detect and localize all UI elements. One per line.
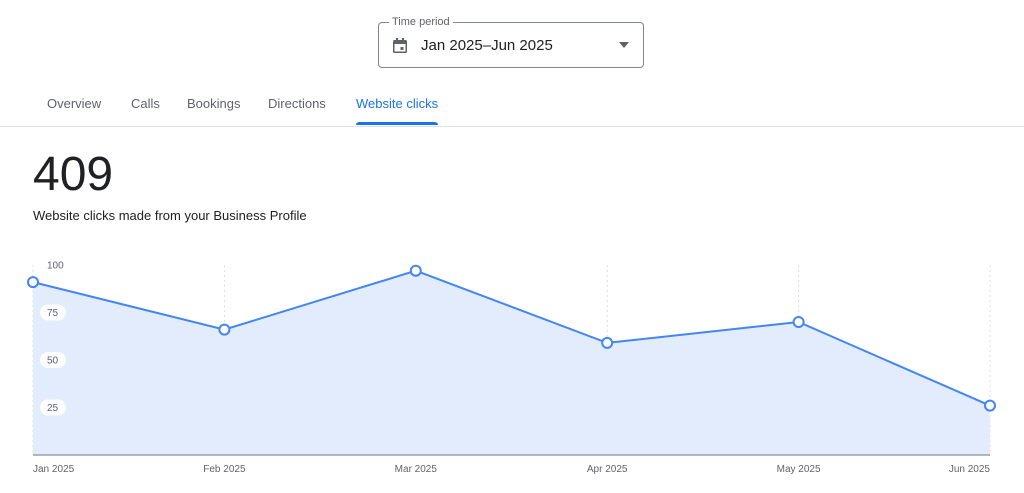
data-point xyxy=(218,323,231,336)
y-tick-background xyxy=(40,304,66,321)
tab-calls[interactable]: Calls xyxy=(131,96,160,111)
tab-bar: Overview Calls Bookings Directions Websi… xyxy=(0,82,1024,127)
y-tick-background xyxy=(40,399,66,416)
active-tab-indicator xyxy=(356,122,438,125)
tab-overview[interactable]: Overview xyxy=(47,96,102,111)
tab-website-clicks[interactable]: Website clicks xyxy=(356,96,439,111)
chart-canvas: 100 75 50 25 Jan 2025 Feb 2025 Mar 2025 Apr 202… xyxy=(27,261,996,475)
website-clicks-chart: 100 75 50 25 Jan 2025 Feb 2025 Mar 2025 Apr 202… xyxy=(0,250,1024,493)
data-point xyxy=(27,276,39,289)
time-period-label: Time period xyxy=(389,15,453,29)
data-point xyxy=(409,264,422,277)
data-point xyxy=(792,316,805,328)
y-tick-label: 25 xyxy=(47,403,59,414)
series-line xyxy=(32,269,991,407)
tab-directions[interactable]: Directions xyxy=(268,96,326,111)
dropdown-arrow-icon xyxy=(619,42,629,48)
data-point xyxy=(601,336,614,349)
x-tick-label: Jun 2025 xyxy=(949,464,991,475)
x-tick-label: Jan 2025 xyxy=(33,464,75,475)
data-point xyxy=(984,399,996,412)
x-tick-label: Mar 2025 xyxy=(395,464,438,475)
y-tick-label: 50 xyxy=(47,356,59,367)
tab-bookings[interactable]: Bookings xyxy=(187,96,241,111)
y-tick-background xyxy=(40,352,66,368)
y-tick-label: 100 xyxy=(47,261,64,272)
x-tick-label: May 2025 xyxy=(777,464,821,475)
y-tick-label: 75 xyxy=(47,308,59,319)
metric-caption: Website clicks made from your Business P… xyxy=(33,208,307,223)
time-period-select[interactable]: Time period Jan 2025–Jun 2025 xyxy=(378,15,644,68)
metric-total: 409 xyxy=(33,148,114,201)
x-tick-label: Apr 2025 xyxy=(587,464,628,475)
area-fill xyxy=(33,270,990,455)
time-period-value: Jan 2025–Jun 2025 xyxy=(421,37,553,54)
calendar-icon xyxy=(393,38,407,53)
x-tick-label: Feb 2025 xyxy=(203,464,246,475)
